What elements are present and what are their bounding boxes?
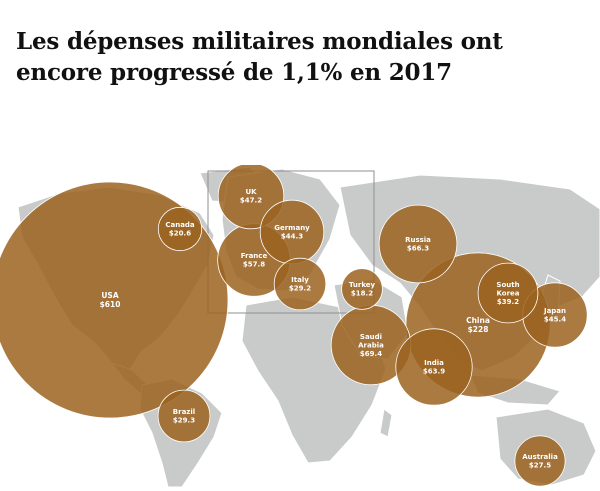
- label-france: France: [241, 252, 268, 260]
- value-france: $57.8: [243, 261, 265, 269]
- label-china: China: [466, 316, 490, 325]
- bubble-layer: USA$610China$228SaudiArabia$69.4Russia$6…: [0, 165, 588, 487]
- map-svg: USA$610China$228SaudiArabia$69.4Russia$6…: [0, 165, 600, 488]
- title-line-2: encore progressé de 1,1% en 2017: [16, 59, 452, 86]
- value-india: $63.9: [423, 368, 445, 376]
- label-india: India: [424, 359, 444, 367]
- label-south-korea-2: Korea: [496, 289, 519, 297]
- label-australia: Australia: [522, 453, 558, 461]
- bubble-turkey: [341, 268, 383, 310]
- value-italy: $29.2: [289, 285, 311, 293]
- label-italy: Italy: [291, 276, 309, 284]
- value-japan: $45.4: [544, 316, 566, 324]
- value-germany: $44.3: [281, 233, 303, 241]
- value-turkey: $18.2: [351, 290, 373, 298]
- bubble-russia: [378, 204, 458, 284]
- bubble-canada: [157, 206, 203, 252]
- label-germany: Germany: [274, 224, 310, 232]
- value-usa: $610: [100, 300, 121, 309]
- label-turkey: Turkey: [349, 281, 376, 289]
- value-uk: $47.2: [240, 197, 262, 205]
- bubble-brazil: [157, 389, 211, 443]
- label-saudi-arabia-1: Saudi: [360, 333, 382, 341]
- bubble-india: [395, 328, 473, 406]
- title-line-1: Les dépenses militaires mondiales ont: [16, 28, 503, 55]
- bubble-australia: [514, 435, 566, 487]
- label-usa: USA: [101, 291, 118, 300]
- value-australia: $27.5: [529, 462, 551, 470]
- label-uk: UK: [245, 188, 257, 196]
- page-title: Les dépenses militaires mondiales ont en…: [16, 26, 586, 88]
- label-russia: Russia: [405, 236, 431, 244]
- label-saudi-arabia-2: Arabia: [358, 341, 384, 349]
- label-brazil: Brazil: [173, 408, 195, 416]
- world-map: USA $610 China $228 Saudi Arabia $69.4 Russia $6…: [0, 165, 600, 491]
- label-canada: Canada: [165, 221, 195, 229]
- bubble-south-korea: [477, 262, 539, 324]
- label-south-korea-1: South: [496, 281, 519, 289]
- value-south-korea: $39.2: [497, 298, 519, 306]
- value-brazil: $29.3: [173, 417, 195, 425]
- value-china: $228: [468, 325, 489, 334]
- madagascar-land: [379, 408, 393, 438]
- value-canada: $20.6: [169, 230, 191, 238]
- value-russia: $66.3: [407, 245, 429, 253]
- label-japan: Japan: [543, 307, 566, 315]
- value-saudi-arabia: $69.4: [360, 350, 382, 358]
- bubble-italy: [273, 257, 327, 311]
